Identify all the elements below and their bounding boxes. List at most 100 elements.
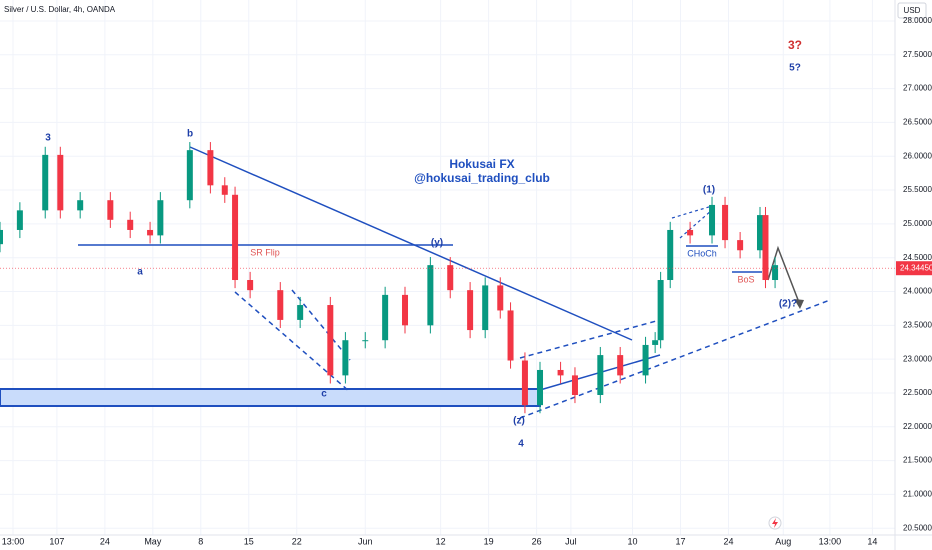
candle-body <box>107 200 114 220</box>
candle-body <box>77 200 84 211</box>
projection-arrow <box>767 245 801 306</box>
candle-body <box>16 210 23 230</box>
y-tick-label: 24.00000 <box>903 287 932 296</box>
y-tick-label: 26.50000 <box>903 118 932 127</box>
watermark: @hokusai_trading_club <box>414 171 550 185</box>
wedge-line <box>679 209 713 239</box>
grid <box>0 0 895 535</box>
y-tick-label: 25.50000 <box>903 185 932 194</box>
sr-flip-label: SR Flip <box>250 247 280 257</box>
candle-body <box>427 265 434 326</box>
candle-body <box>342 340 349 376</box>
x-tick-label: 19 <box>484 536 494 546</box>
candle-body <box>617 355 624 376</box>
y-tick-label: 22.50000 <box>903 388 932 397</box>
candle-body <box>762 215 769 281</box>
channel-line <box>519 319 661 359</box>
candle-body <box>667 229 674 281</box>
x-tick-label: 12 <box>436 536 446 546</box>
candle-body <box>42 154 49 211</box>
chart-title: Silver / U.S. Dollar, 4h, OANDA <box>4 5 116 14</box>
candle-body <box>737 240 744 251</box>
candle-body <box>597 355 604 395</box>
candle-body <box>507 310 514 361</box>
candles <box>0 142 779 414</box>
x-tick-label: 13:00 <box>819 536 842 546</box>
y-tick-label: 27.00000 <box>903 84 932 93</box>
candle-body <box>382 294 389 341</box>
currency-button[interactable] <box>897 2 927 19</box>
y-tick-label: 24.50000 <box>903 253 932 262</box>
candle-body <box>362 340 369 342</box>
candle-body <box>557 369 564 376</box>
x-tick-label: 13:00 <box>2 536 25 546</box>
candle-body <box>709 204 716 236</box>
x-tick-label: Jul <box>565 536 577 546</box>
wave-label: (y) <box>431 238 443 249</box>
candle-body <box>277 290 284 320</box>
y-tick-label: 25.00000 <box>903 219 932 228</box>
x-tick-label: Aug <box>775 536 791 546</box>
x-tick-label: Jun <box>358 536 373 546</box>
channel-line <box>291 289 351 361</box>
candle-body <box>157 200 164 236</box>
y-tick-label: 27.50000 <box>903 50 932 59</box>
candle-body <box>687 229 694 236</box>
y-tick-label: 23.50000 <box>903 320 932 329</box>
y-tick-label: 21.50000 <box>903 456 932 465</box>
x-tick-label: 14 <box>867 536 877 546</box>
events-icon <box>772 518 778 528</box>
x-tick-label: 17 <box>675 536 685 546</box>
x-tick-label: 15 <box>244 536 254 546</box>
candle-body <box>756 215 763 251</box>
candle-body <box>247 280 254 291</box>
last-price-label: 24.34450 <box>900 263 932 272</box>
watermark: Hokusai FX <box>449 157 514 171</box>
wave-label: (1) <box>703 185 715 196</box>
candle-body <box>571 375 578 395</box>
y-tick-label: 23.00000 <box>903 354 932 363</box>
candle-body <box>537 369 544 406</box>
wave-label: b <box>187 129 193 140</box>
candle-body <box>221 185 228 195</box>
x-tick-label: 24 <box>100 536 110 546</box>
candle-body <box>722 204 729 241</box>
y-tick-label: 21.00000 <box>903 490 932 499</box>
currency: USD <box>904 6 921 15</box>
x-tick-label: 8 <box>198 536 203 546</box>
x-tick-label: 10 <box>628 536 638 546</box>
candle-body <box>772 265 779 281</box>
channel-line <box>519 299 831 419</box>
y-tick-label: 26.00000 <box>903 151 932 160</box>
candle-body <box>467 290 474 331</box>
x-tick-label: 22 <box>292 536 302 546</box>
candle-body <box>482 285 489 331</box>
candle-body <box>327 305 334 376</box>
candle-body <box>447 265 454 291</box>
wave-label: c <box>321 389 327 400</box>
candle-body <box>57 154 64 211</box>
last-price-tag <box>896 261 932 276</box>
x-tick-label: 107 <box>49 536 64 546</box>
candle-body <box>127 219 134 230</box>
wave-label: a <box>137 267 143 278</box>
candle-body <box>402 294 409 326</box>
wedge-line <box>671 205 713 219</box>
candle-body <box>297 305 304 320</box>
wave-label: 5? <box>789 63 801 74</box>
candle-body <box>642 344 649 376</box>
wave-label: 3? <box>788 38 802 52</box>
x-tick-label: May <box>144 536 162 546</box>
y-tick-label: 28.00000 <box>903 16 932 25</box>
wave-label: 3 <box>45 133 51 144</box>
y-tick-label: 22.00000 <box>903 422 932 431</box>
arrow-head <box>794 299 804 309</box>
candle-body <box>232 194 239 281</box>
candle-body <box>186 150 193 201</box>
candle-body <box>521 360 528 406</box>
y-tick-label: 20.50000 <box>903 523 932 532</box>
candle-body <box>652 340 659 345</box>
demand-zone <box>0 388 541 407</box>
wave-label: (z) <box>513 416 525 427</box>
